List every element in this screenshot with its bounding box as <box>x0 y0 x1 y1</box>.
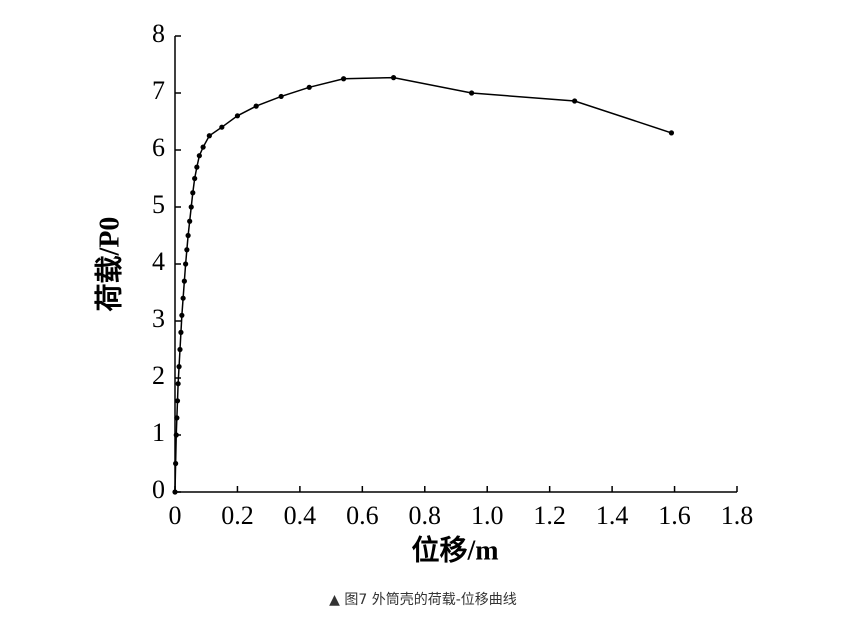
data-point <box>180 295 186 301</box>
y-tick-label: 1 <box>152 418 165 447</box>
data-point <box>253 103 259 109</box>
data-point <box>572 98 578 104</box>
y-tick-label: 8 <box>152 19 165 48</box>
data-point <box>181 278 187 284</box>
y-tick-label: 0 <box>152 475 165 504</box>
data-point <box>174 415 180 421</box>
data-point <box>185 232 191 239</box>
y-tick-label: 7 <box>152 76 165 105</box>
data-point <box>177 346 183 353</box>
data-point <box>173 432 179 438</box>
data-point <box>188 204 194 210</box>
y-tick-label: 5 <box>152 190 165 219</box>
data-point <box>278 93 284 100</box>
data-point <box>306 84 312 90</box>
y-tick-label: 6 <box>152 133 165 162</box>
y-tick-label: 2 <box>152 361 165 390</box>
data-point <box>176 364 182 370</box>
y-tick-label: 4 <box>152 247 165 276</box>
data-point <box>200 144 206 150</box>
data-point <box>179 312 185 318</box>
data-point <box>184 247 190 253</box>
data-point <box>234 113 241 119</box>
data-point <box>174 398 181 404</box>
data-point <box>187 218 193 224</box>
x-tick-label: 0.2 <box>221 501 254 530</box>
data-point <box>469 90 475 96</box>
x-tick-label: 1.8 <box>721 501 754 530</box>
x-tick-label: 1.0 <box>471 501 504 530</box>
data-point <box>341 76 347 82</box>
data-point <box>173 460 179 467</box>
x-axis-label: 位移/m <box>411 533 498 566</box>
data-point <box>668 130 675 136</box>
data-point <box>206 133 212 139</box>
x-tick-label: 0.4 <box>284 501 317 530</box>
y-tick-label: 3 <box>152 304 165 333</box>
data-point <box>183 261 189 267</box>
x-tick-label: 1.2 <box>533 501 566 530</box>
data-point <box>192 175 198 182</box>
data-line <box>174 76 672 493</box>
x-tick-label: 0 <box>169 501 182 530</box>
data-point <box>196 153 202 159</box>
data-point <box>178 329 184 335</box>
x-tick-label: 1.4 <box>596 501 629 530</box>
x-tick-label: 1.6 <box>658 501 691 530</box>
data-point <box>172 489 178 495</box>
data-point <box>175 381 181 387</box>
x-tick-label: 0.6 <box>346 501 379 530</box>
data-point <box>190 190 196 196</box>
x-tick-label: 0.8 <box>409 501 442 530</box>
y-axis-label: 荷载/P0 <box>93 217 125 312</box>
caption: ▲ 图7 外筒壳的荷载-位移曲线 <box>329 591 517 608</box>
data-point <box>194 164 200 170</box>
data-point <box>219 124 225 130</box>
data-point <box>390 75 397 81</box>
